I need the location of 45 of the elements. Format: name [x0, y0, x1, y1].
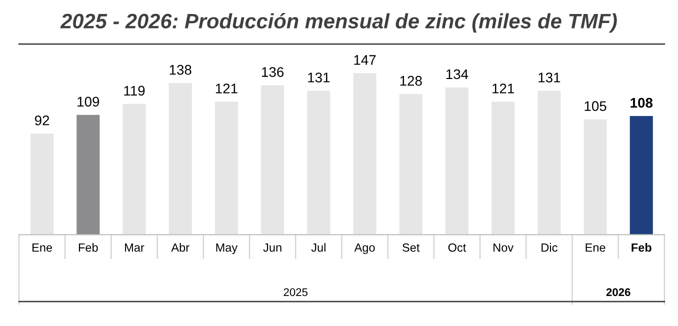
data-label: 92: [34, 115, 50, 126]
x-tick-label: Ene: [586, 243, 606, 252]
data-label: 119: [124, 86, 145, 96]
bar: [76, 114, 100, 235]
data-label: 109: [78, 96, 100, 107]
bar: [630, 116, 653, 235]
data-label: 131: [308, 72, 330, 82]
x-tick-label: Ago: [354, 243, 375, 254]
data-label: 121: [216, 84, 238, 94]
x-tick-label: Ene: [32, 243, 52, 252]
x-tick-label: May: [216, 243, 238, 254]
bar: [492, 102, 515, 235]
bar: [30, 134, 54, 235]
bar: [168, 83, 192, 235]
bar: [214, 102, 238, 235]
x-tick-label: Feb: [632, 243, 652, 252]
x-tick-label: Dic: [542, 243, 558, 252]
x-tick-label: Oct: [448, 243, 466, 252]
bar: [353, 73, 376, 235]
bar: [445, 87, 468, 235]
x-tick-label: Nov: [494, 243, 514, 252]
data-label: 105: [584, 101, 606, 112]
bar: [538, 90, 561, 235]
data-label: 134: [446, 69, 468, 80]
bar: [584, 119, 607, 235]
text: 2026: [606, 288, 630, 296]
text: 2025: [284, 288, 308, 296]
bar: [399, 94, 422, 235]
x-tick-label: Abr: [171, 243, 190, 252]
chart-title: 2025 - 2026: Producción mensual de zinc (miles de TMF): [60, 13, 617, 33]
data-label: 136: [262, 67, 284, 77]
x-tick-label: Jun: [263, 243, 282, 252]
bar: [307, 90, 330, 235]
data-label: 121: [492, 84, 514, 94]
x-tick-label: Jul: [311, 243, 326, 252]
data-label: 147: [354, 55, 376, 65]
data-label: 108: [630, 98, 653, 108]
bar: [261, 85, 284, 235]
x-tick-label: Feb: [78, 243, 98, 252]
bar: [122, 104, 146, 235]
x-tick-label: Set: [402, 243, 420, 252]
x-tick-label: Mar: [125, 243, 144, 252]
data-label: 128: [400, 76, 422, 86]
data-label: 138: [170, 64, 192, 75]
data-label: 131: [538, 72, 560, 82]
